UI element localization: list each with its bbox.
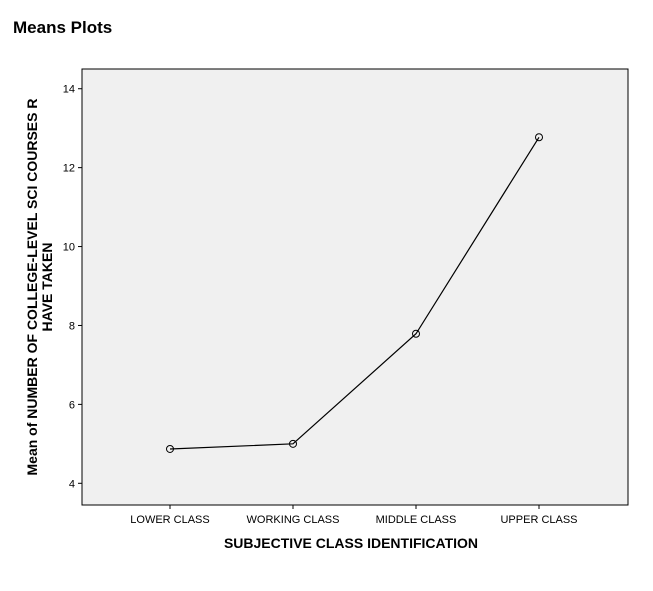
x-axis-title: SUBJECTIVE CLASS IDENTIFICATION (224, 535, 478, 551)
y-axis-title: Mean of NUMBER OF COLLEGE-LEVEL SCI COUR… (24, 99, 55, 476)
y-tick-label: 4 (69, 478, 75, 490)
y-tick-label: 6 (69, 399, 75, 411)
data-point-marker (535, 133, 543, 142)
data-point-marker (412, 329, 420, 338)
y-tick-label: 10 (63, 242, 75, 254)
x-tick-label: UPPER CLASS (500, 514, 577, 526)
y-tick-label: 12 (63, 163, 75, 175)
y-tick-label: 14 (63, 84, 75, 96)
y-tick-label: 8 (69, 320, 75, 332)
page-title: Means Plots (13, 18, 113, 37)
data-point-marker (289, 439, 297, 448)
y-axis-title-line-2: HAVE TAKEN (39, 243, 55, 332)
series-group (166, 133, 543, 453)
x-tick-label: LOWER CLASS (130, 514, 209, 526)
x-axis-ticks: LOWER CLASS WORKING CLASS MIDDLE CLASS UPPE… (130, 505, 578, 526)
plot-area (81, 68, 629, 506)
y-axis-ticks: 4 6 8 10 12 14 (63, 84, 82, 490)
x-tick-label: MIDDLE CLASS (376, 514, 457, 526)
y-axis-title-line-1: Mean of NUMBER OF COLLEGE-LEVEL SCI COUR… (24, 99, 40, 476)
data-point-marker (166, 444, 174, 453)
series-line (169, 136, 540, 450)
x-tick-label: WORKING CLASS (247, 514, 340, 526)
